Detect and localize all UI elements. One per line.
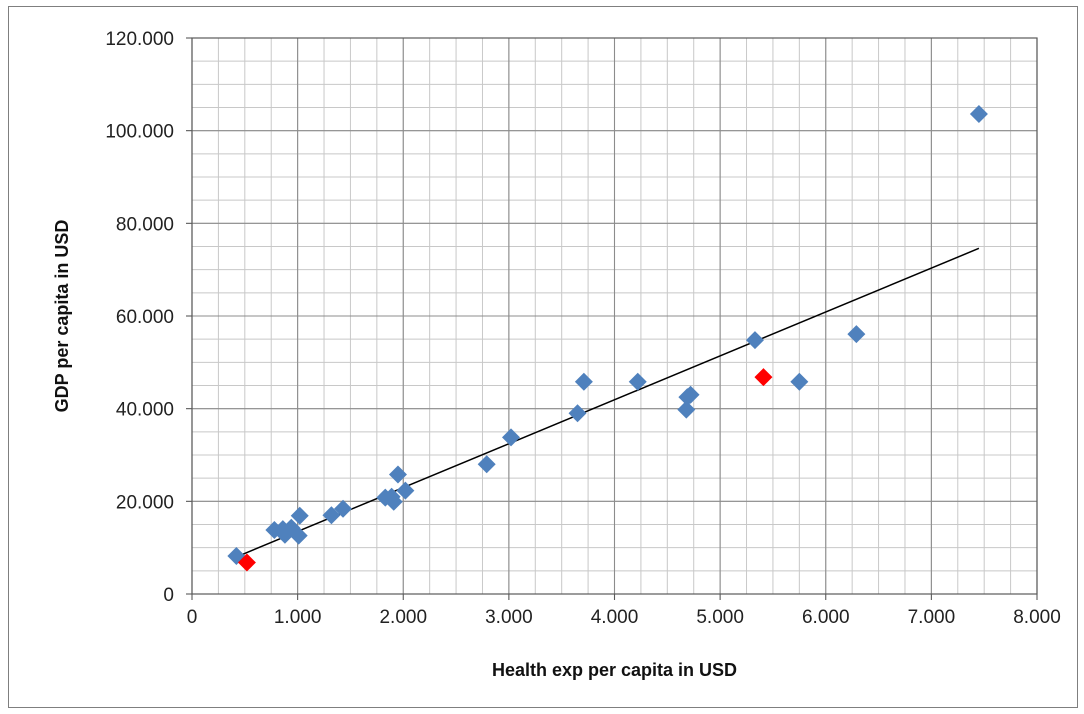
x-tick-label: 7.000 <box>908 607 956 628</box>
data-point-blue <box>289 526 308 545</box>
data-point-blue <box>477 455 496 474</box>
y-tick-label: 0 <box>163 585 174 606</box>
x-tick-label: 1.000 <box>274 607 322 628</box>
data-point-blue <box>628 372 647 391</box>
x-tick-label: 5.000 <box>696 607 744 628</box>
x-axis-tick-labels: 0 1.000 2.000 3.000 4.000 5.000 6.000 7.000 8.00… <box>187 607 1061 628</box>
x-tick-label: 8.000 <box>1013 607 1061 628</box>
data-point-blue <box>677 400 696 419</box>
data-point-blue <box>969 104 988 123</box>
trendline-group <box>236 247 980 558</box>
x-tick-label: 3.000 <box>485 607 533 628</box>
x-tick-label: 2.000 <box>379 607 427 628</box>
plot-area-border <box>191 37 1038 595</box>
y-tick-label: 80.000 <box>116 214 174 235</box>
data-point-blue <box>568 404 587 423</box>
data-point-blue <box>574 372 593 391</box>
data-point-blue <box>501 428 520 447</box>
y-tick-label: 100.000 <box>105 122 174 143</box>
y-tick-label: 120.000 <box>105 29 174 50</box>
data-point-blue <box>745 331 764 350</box>
data-point-blue <box>847 325 866 344</box>
trendline <box>236 247 980 558</box>
data-points <box>227 104 988 572</box>
x-tick-label: 4.000 <box>591 607 639 628</box>
data-point-blue <box>790 372 809 391</box>
x-tick-label: 0 <box>187 607 198 628</box>
data-point-blue <box>384 492 403 511</box>
data-point-red <box>237 553 256 572</box>
major-gridlines <box>186 37 1038 600</box>
data-point-blue <box>334 499 353 518</box>
x-tick-label: 6.000 <box>802 607 850 628</box>
data-point-blue <box>322 506 341 525</box>
data-point-blue <box>290 506 309 525</box>
x-axis-title: Health exp per capita in USD <box>492 660 737 680</box>
chart-area <box>8 6 1078 708</box>
data-point-red <box>754 368 773 387</box>
data-point-blue <box>396 481 415 500</box>
y-tick-label: 20.000 <box>116 492 174 513</box>
y-axis-title: GDP per capita in USD <box>52 220 72 413</box>
y-tick-label: 60.000 <box>116 307 174 328</box>
y-axis-tick-labels: 0 20.000 40.000 60.000 80.000 100.000 120.000 <box>105 29 174 606</box>
data-point-blue <box>388 465 407 484</box>
data-point-blue <box>681 385 700 404</box>
y-tick-label: 40.000 <box>116 400 174 421</box>
